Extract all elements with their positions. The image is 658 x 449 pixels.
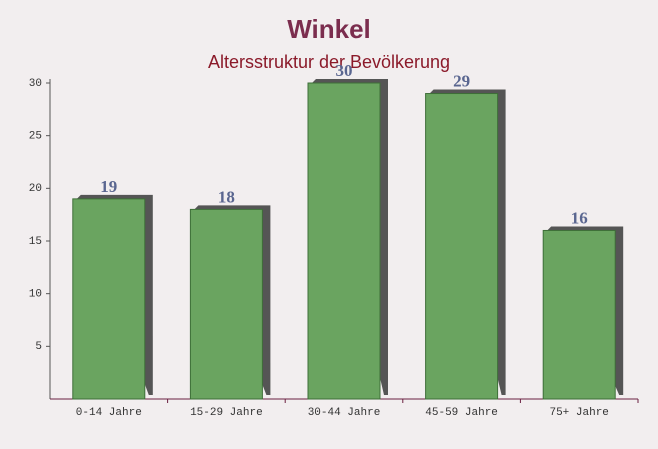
x-tick-label: 30-44 Jahre: [308, 407, 381, 419]
y-tick-label: 25: [29, 131, 42, 143]
y-tick-label: 20: [29, 183, 42, 195]
chart-title: Winkel: [287, 14, 371, 44]
y-tick-label: 30: [29, 78, 42, 90]
bar: [425, 93, 499, 400]
y-tick-label: 15: [29, 236, 42, 248]
y-tick-label: 5: [35, 341, 42, 353]
value-label: 29: [453, 71, 470, 90]
bar: [542, 229, 616, 400]
value-label: 30: [336, 61, 353, 80]
x-tick-label: 0-14 Jahre: [76, 407, 142, 419]
value-label: 16: [571, 208, 588, 227]
chart-subtitle: Altersstruktur der Bevölkerung: [208, 52, 450, 72]
x-tick-label: 45-59 Jahre: [425, 407, 498, 419]
value-label: 19: [100, 177, 117, 196]
bar: [189, 208, 263, 400]
value-label: 18: [218, 187, 235, 206]
bar: [72, 198, 146, 400]
y-tick-label: 10: [29, 289, 42, 301]
x-tick-label: 15-29 Jahre: [190, 407, 263, 419]
x-tick-label: 75+ Jahre: [549, 407, 608, 419]
bar: [307, 82, 381, 400]
